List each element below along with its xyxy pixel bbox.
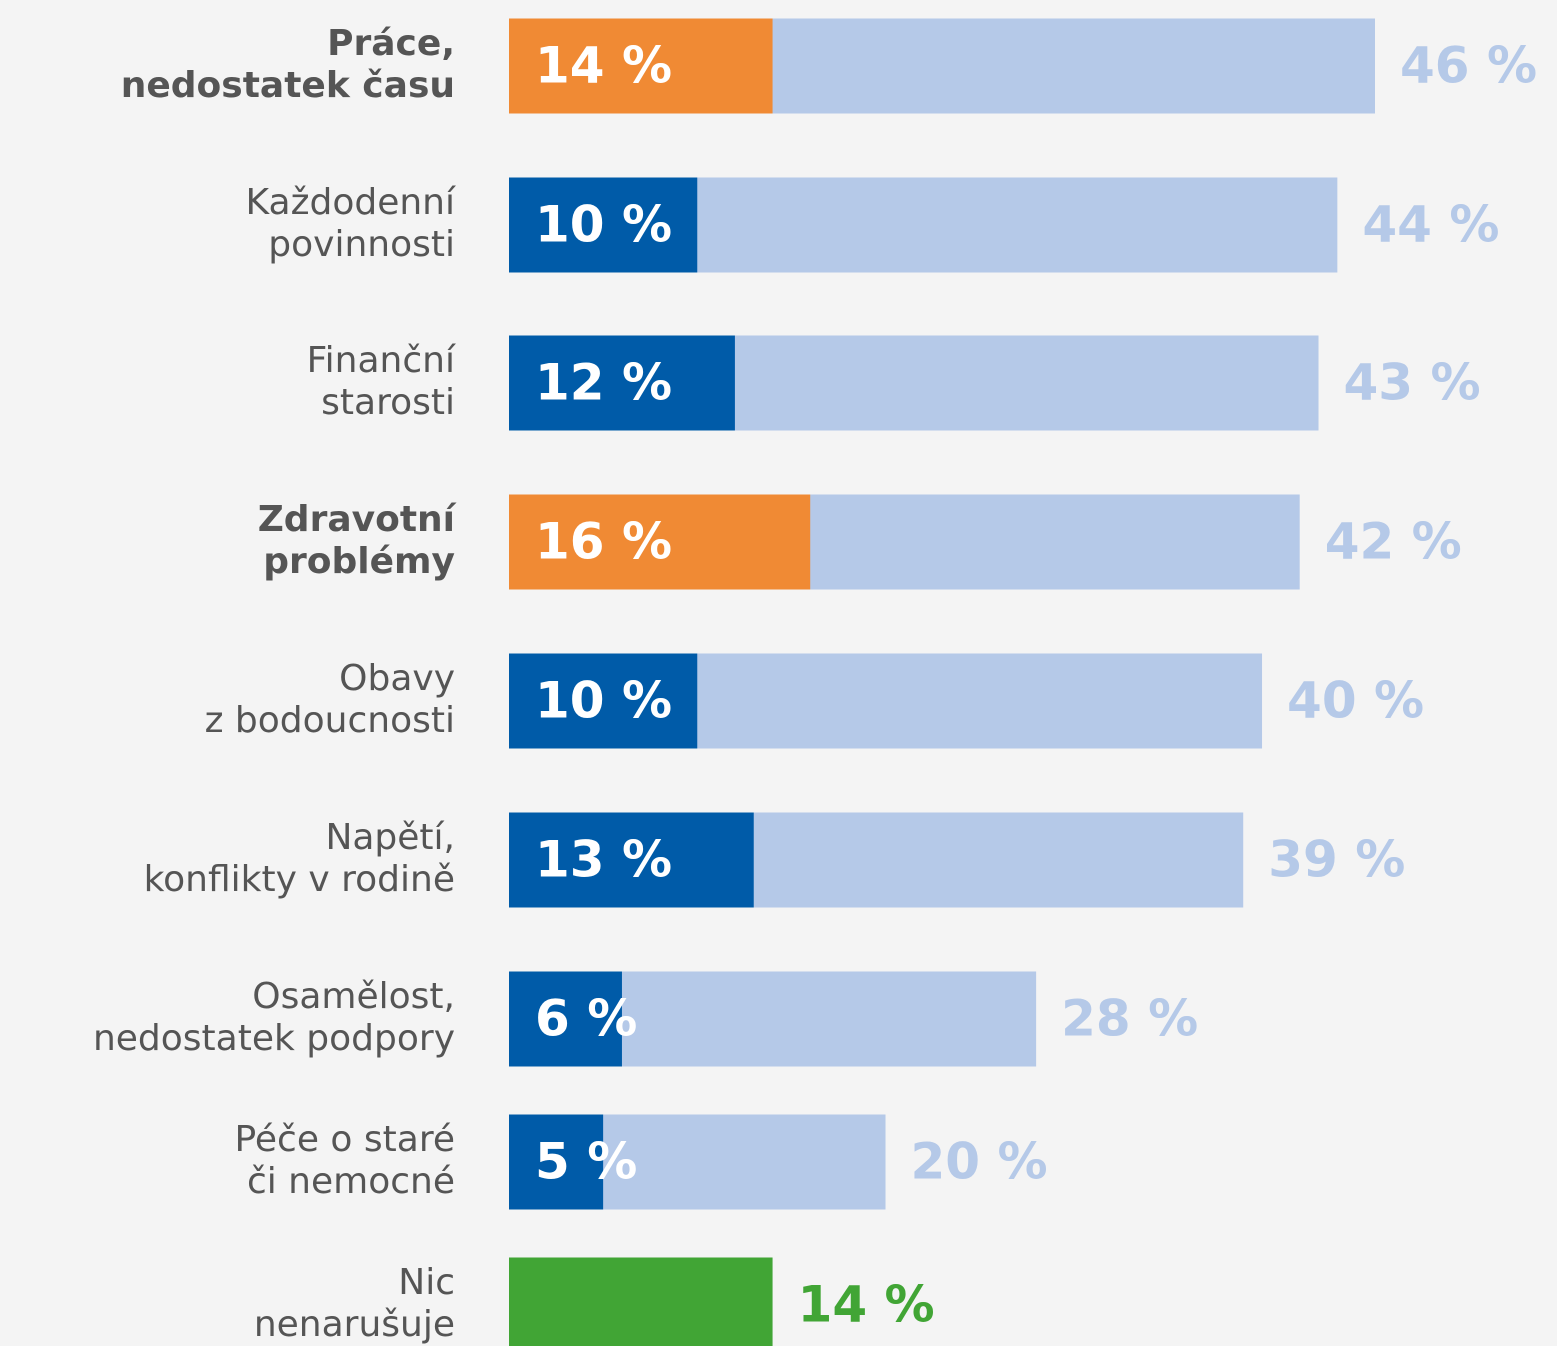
category-label: či nemocné xyxy=(247,1161,455,1202)
bar xyxy=(509,1257,773,1346)
bar xyxy=(509,335,735,431)
category-label: nedostatek času xyxy=(121,65,455,106)
value-label: 46 % xyxy=(1400,37,1537,95)
value-label: 13 % xyxy=(535,831,672,889)
category-label: Zdravotní xyxy=(258,499,457,540)
category-label: Osamělost, xyxy=(252,976,455,1017)
category-label: konflikty v rodině xyxy=(144,859,455,900)
category-label: Každodenní xyxy=(246,182,456,223)
value-label: 44 % xyxy=(1362,196,1499,254)
category-label: Obavy xyxy=(339,658,455,699)
value-label: 42 % xyxy=(1325,513,1462,571)
bar xyxy=(509,177,698,273)
bar xyxy=(509,494,811,590)
value-label: 14 % xyxy=(535,37,672,95)
value-label: 14 % xyxy=(798,1276,935,1334)
bar xyxy=(509,812,754,908)
value-label: 6 % xyxy=(535,990,637,1048)
category-label: nedostatek podpory xyxy=(93,1018,455,1059)
value-label: 10 % xyxy=(535,672,672,730)
value-label: 40 % xyxy=(1287,672,1424,730)
value-label: 28 % xyxy=(1061,990,1198,1048)
bar xyxy=(509,1114,604,1210)
bar xyxy=(509,653,698,749)
value-label: 20 % xyxy=(911,1133,1048,1191)
value-label: 43 % xyxy=(1344,354,1481,412)
category-label: z bodoucnosti xyxy=(205,700,455,741)
bar xyxy=(509,18,773,114)
value-label: 16 % xyxy=(535,513,672,571)
category-label: Nic xyxy=(398,1262,455,1303)
category-label: starosti xyxy=(321,382,455,423)
value-label: 10 % xyxy=(535,196,672,254)
category-label: Práce, xyxy=(327,23,455,64)
category-label: Péče o staré xyxy=(234,1119,455,1160)
bar xyxy=(509,971,622,1067)
value-label: 5 % xyxy=(535,1133,637,1191)
category-label: Napětí, xyxy=(325,817,455,858)
category-label: povinnosti xyxy=(268,224,455,265)
category-label: nenarušuje xyxy=(254,1304,455,1345)
value-label: 39 % xyxy=(1268,831,1405,889)
value-label: 12 % xyxy=(535,354,672,412)
category-label: problémy xyxy=(263,541,455,582)
category-label: Finanční xyxy=(307,340,456,381)
